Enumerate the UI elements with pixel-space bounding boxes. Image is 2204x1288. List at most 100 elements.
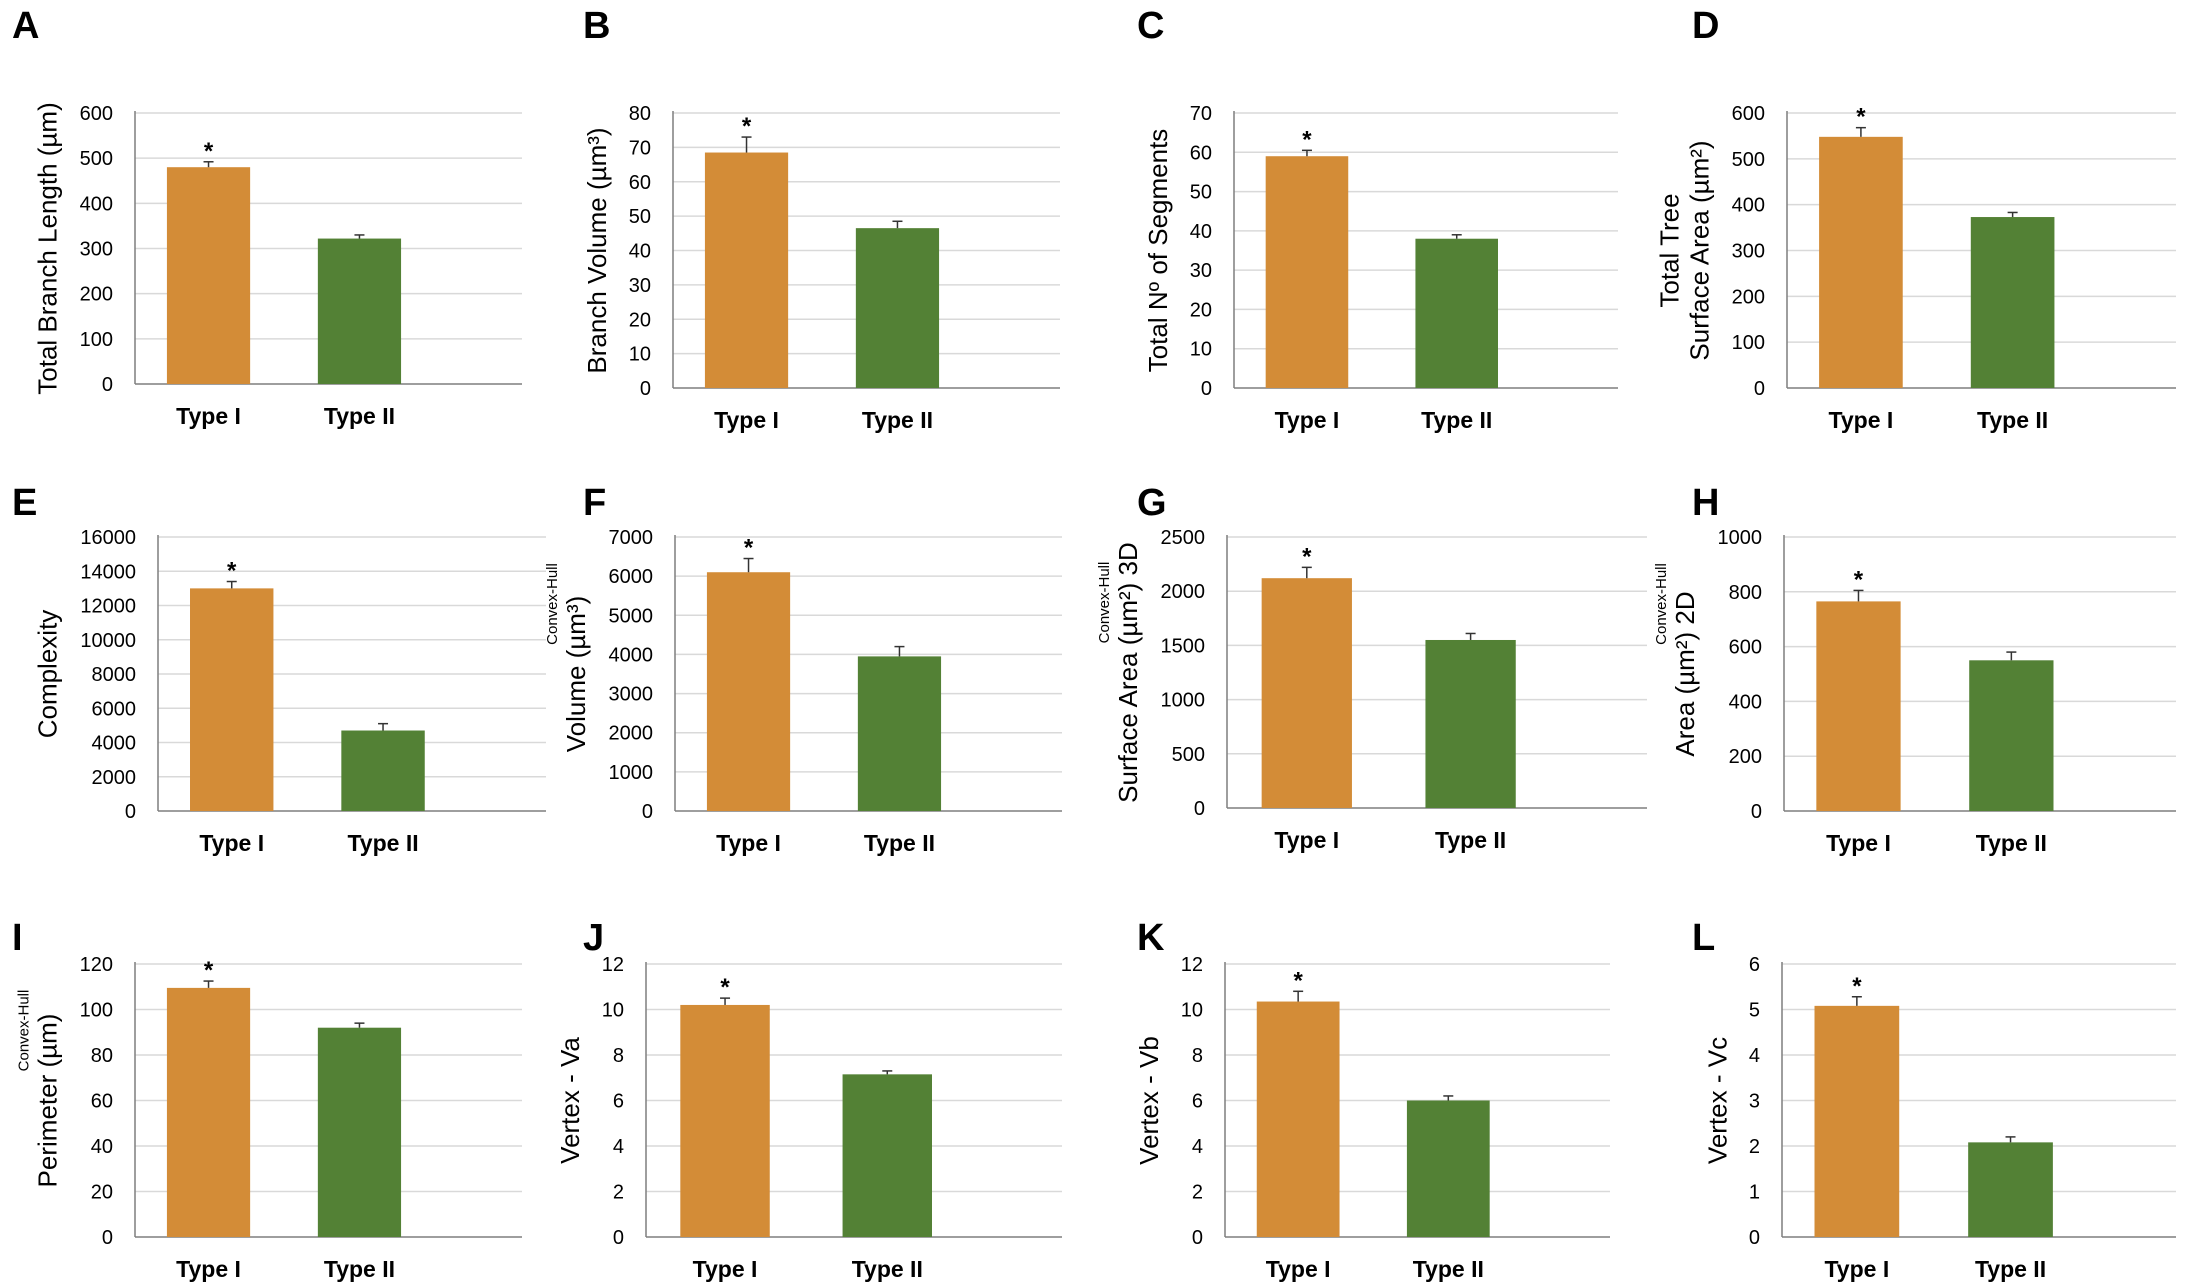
y-axis-title-prefix: Convex-Hull: [1096, 562, 1113, 644]
y-tick-label: 0: [1201, 378, 1212, 400]
y-tick-label: 3000: [609, 684, 654, 706]
bar-type-i: [1265, 156, 1349, 388]
significance-marker: *: [744, 535, 754, 562]
y-tick-label: 2000: [609, 723, 654, 745]
y-tick-label: 500: [1172, 744, 1205, 766]
y-tick-label: 60: [1190, 142, 1212, 164]
panel-letter: L: [1692, 917, 1715, 959]
panel-letter: G: [1137, 482, 1167, 524]
y-tick-label: 0: [1749, 1227, 1760, 1249]
significance-marker: *: [1293, 967, 1303, 994]
bar-type-ii: [317, 1027, 402, 1237]
panel-letter: F: [583, 482, 606, 524]
y-tick-label: 16000: [80, 527, 136, 549]
x-category-label: Type I: [1274, 827, 1339, 853]
y-tick-label: 30: [1190, 260, 1212, 282]
x-category-label: Type I: [1829, 407, 1894, 433]
significance-marker: *: [204, 957, 214, 984]
y-tick-label: 8000: [92, 664, 137, 686]
y-tick-label: 200: [1732, 286, 1765, 308]
x-category-label: Type I: [1275, 407, 1340, 433]
bar-type-i: [1261, 578, 1352, 808]
x-category-label: Type II: [862, 407, 933, 433]
y-tick-label: 70: [629, 137, 651, 159]
y-axis-title-prefix: Convex-Hull: [544, 563, 561, 645]
y-tick-label: 7000: [609, 527, 654, 549]
bar-type-ii: [857, 656, 942, 811]
panel-b: B 0 10 20 30 40 50 60 70 80 * Type I Type II Branch V…: [582, 5, 1060, 433]
y-tick-label: 300: [80, 239, 113, 261]
x-category-label: Type II: [1975, 1256, 2046, 1282]
x-category-label: Type II: [324, 403, 395, 429]
bar-type-ii: [1415, 238, 1498, 388]
panel-e: E 0 2000 4000 6000 8000 10000 12000 14000 16000 * T…: [12, 482, 546, 856]
y-tick-label: 80: [91, 1045, 113, 1067]
y-tick-label: 50: [629, 206, 651, 228]
significance-marker: *: [204, 138, 214, 165]
y-tick-label: 600: [1732, 103, 1765, 125]
y-tick-label: 4: [613, 1136, 624, 1158]
panel-letter: B: [583, 5, 610, 47]
y-tick-label: 100: [80, 329, 113, 351]
bar-type-i: [680, 1004, 770, 1237]
significance-marker: *: [1854, 566, 1864, 593]
x-category-label: Type II: [1976, 830, 2047, 856]
y-tick-label: 12000: [80, 596, 136, 618]
y-axis-title: Vertex - Vc: [1703, 1037, 1733, 1164]
bar-type-ii: [317, 238, 402, 384]
significance-marker: *: [720, 974, 730, 1001]
y-tick-label: 200: [80, 284, 113, 306]
y-tick-label: 4000: [609, 644, 654, 666]
panel-f: F 0 1000 2000 3000 4000 5000 6000 7000 * Type I Typ…: [544, 482, 1062, 856]
x-category-label: Type I: [1826, 830, 1891, 856]
y-axis-title: Total Nº of Segments: [1143, 129, 1173, 373]
y-tick-label: 2500: [1161, 527, 1206, 549]
y-axis-title: Complexity: [33, 610, 63, 739]
y-tick-label: 6: [1192, 1091, 1203, 1113]
y-tick-label: 0: [642, 801, 653, 823]
y-axis-title: Branch Volume (µm³): [582, 127, 612, 373]
y-tick-label: 80: [629, 103, 651, 125]
bar-type-i: [1256, 1001, 1340, 1237]
bar-type-i: [1814, 1005, 1900, 1237]
y-axis-title: Total Tree: [1655, 193, 1685, 307]
y-tick-label: 200: [1729, 746, 1762, 768]
panel-letter: I: [12, 917, 23, 959]
y-tick-label: 40: [629, 241, 651, 263]
y-tick-label: 4000: [92, 733, 137, 755]
y-tick-label: 0: [640, 378, 651, 400]
y-axis-title: Total Branch Length (µm): [33, 102, 63, 394]
y-axis-title-prefix: Convex-Hull: [1653, 563, 1670, 645]
x-category-label: Type II: [324, 1256, 395, 1282]
y-tick-label: 0: [125, 801, 136, 823]
bar-type-ii: [855, 228, 940, 388]
significance-marker: *: [742, 113, 752, 140]
y-tick-label: 12: [602, 954, 624, 976]
y-axis-title: Vertex - Va: [555, 1037, 585, 1164]
y-tick-label: 0: [102, 374, 113, 396]
bar-type-ii: [1970, 217, 2055, 388]
y-tick-label: 5000: [609, 605, 654, 627]
x-category-label: Type I: [176, 403, 241, 429]
y-tick-label: 1000: [609, 762, 654, 784]
y-tick-label: 0: [1192, 1227, 1203, 1249]
bar-type-i: [1816, 601, 1901, 811]
y-tick-label: 6: [613, 1091, 624, 1113]
y-tick-label: 50: [1190, 182, 1212, 204]
panel-g: G 0 500 1000 1500 2000 2500 * Type I Type II Surfa…: [1096, 482, 1647, 853]
bar-type-i: [190, 588, 274, 811]
significance-marker: *: [227, 558, 237, 585]
panel-j: J 0 2 4 6 8 10 12 * Type I Type II Vertex - Va: [555, 917, 1062, 1282]
y-tick-label: 10: [1181, 1000, 1203, 1022]
y-tick-label: 2: [613, 1182, 624, 1204]
panel-a: A 0 100 200 300 400 500 600 * Type I Type II Total …: [12, 5, 522, 429]
y-tick-label: 1000: [1718, 527, 1763, 549]
y-axis-title: Volume (µm³): [561, 596, 591, 753]
y-tick-label: 100: [80, 1000, 113, 1022]
panel-h: H 0 200 400 600 800 1000 * Type I Type II Area (µm…: [1653, 482, 2176, 856]
x-category-label: Type I: [1824, 1256, 1889, 1282]
bar-type-i: [706, 572, 791, 811]
y-tick-label: 2: [1749, 1136, 1760, 1158]
panel-letter: C: [1137, 5, 1164, 47]
y-tick-label: 100: [1732, 332, 1765, 354]
